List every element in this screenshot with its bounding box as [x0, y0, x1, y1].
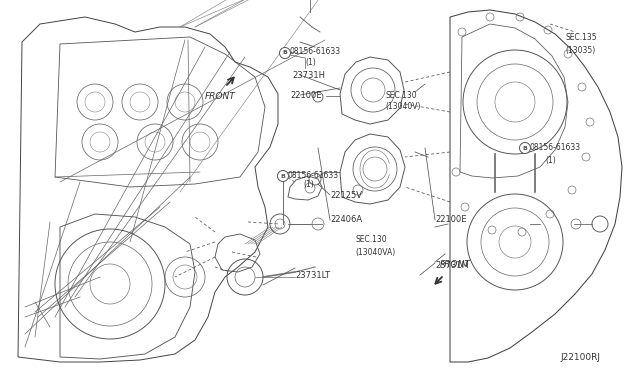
Text: 23731H: 23731H	[292, 71, 325, 80]
Circle shape	[280, 48, 291, 58]
Text: SEC.130: SEC.130	[385, 90, 417, 99]
Text: SEC.130: SEC.130	[355, 235, 387, 244]
Text: 22125V: 22125V	[330, 190, 362, 199]
Text: B: B	[280, 173, 285, 179]
Text: 22100E: 22100E	[435, 215, 467, 224]
Text: FRONT: FRONT	[440, 260, 471, 269]
Circle shape	[278, 170, 289, 182]
Text: (1): (1)	[305, 58, 316, 67]
Text: B: B	[523, 145, 527, 151]
Text: 22406A: 22406A	[330, 215, 362, 224]
Text: (13035): (13035)	[565, 45, 595, 55]
Text: (1): (1)	[545, 155, 556, 164]
Text: 08156-61633: 08156-61633	[288, 170, 339, 180]
Text: SEC.135: SEC.135	[565, 33, 596, 42]
Circle shape	[520, 142, 531, 154]
Text: B: B	[283, 51, 287, 55]
Text: J22100RJ: J22100RJ	[560, 353, 600, 362]
Text: 22100E: 22100E	[290, 90, 321, 99]
Text: 08156-61633: 08156-61633	[530, 144, 581, 153]
Text: (13040V): (13040V)	[385, 103, 420, 112]
Text: (13040VA): (13040VA)	[355, 247, 396, 257]
Text: 08156-61633: 08156-61633	[290, 48, 341, 57]
Text: FRONT: FRONT	[205, 92, 236, 101]
Text: 23731M: 23731M	[435, 260, 469, 269]
Text: (1): (1)	[303, 180, 314, 189]
Text: 23731LT: 23731LT	[295, 270, 330, 279]
